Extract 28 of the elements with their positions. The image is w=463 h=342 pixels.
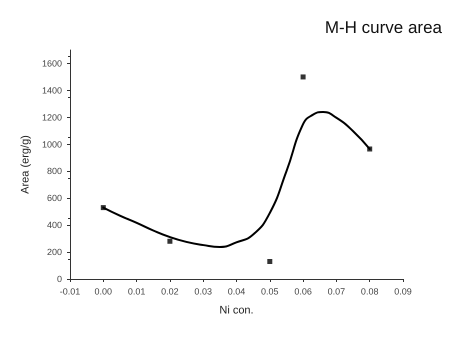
x-tick-label: 0.00	[94, 286, 112, 296]
x-tick-label: 0.08	[360, 286, 378, 296]
y-tick-label: 1000	[42, 139, 62, 150]
x-axis-title: Ni con.	[219, 304, 254, 316]
y-tick-label: 600	[46, 193, 62, 204]
x-tick-label: 0.03	[194, 286, 212, 296]
point	[167, 238, 172, 244]
y-tick-label: 200	[46, 247, 62, 258]
x-tick-label: 0.02	[161, 286, 179, 296]
y-tick-label: 0	[56, 274, 62, 284]
point	[367, 146, 372, 152]
point	[300, 74, 306, 80]
x-tick-label: 0.06	[294, 286, 312, 296]
x-tick-label: -0.01	[60, 286, 80, 296]
y-axis-title: Area (erg/g)	[20, 135, 32, 194]
x-tick-label: 0.01	[128, 286, 146, 296]
y-tick-label: 1600	[42, 58, 62, 68]
x-tick-label: 0.05	[261, 286, 279, 296]
x-tick-label: 0.04	[228, 286, 246, 296]
chart-title: M-H curve area	[324, 18, 443, 37]
point	[267, 258, 272, 264]
x-tick-label: 0.09	[394, 286, 412, 296]
point	[100, 205, 106, 210]
y-tick-label: 1400	[42, 85, 62, 96]
x-tick-label: 0.07	[328, 286, 346, 296]
y-tick-label: 400	[46, 220, 62, 230]
y-tick-label: 1200	[42, 112, 62, 122]
y-tick-label: 800	[46, 166, 62, 176]
